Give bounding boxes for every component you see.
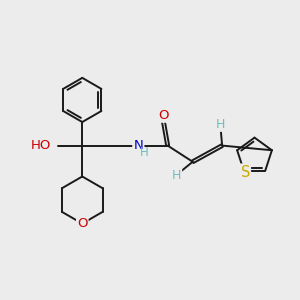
Text: S: S (241, 165, 250, 180)
Text: H: H (172, 169, 181, 182)
Text: HO: HO (31, 139, 51, 152)
Text: H: H (216, 118, 225, 131)
Text: O: O (158, 109, 169, 122)
Text: N: N (133, 139, 143, 152)
Text: H: H (140, 146, 149, 159)
Text: O: O (77, 217, 88, 230)
